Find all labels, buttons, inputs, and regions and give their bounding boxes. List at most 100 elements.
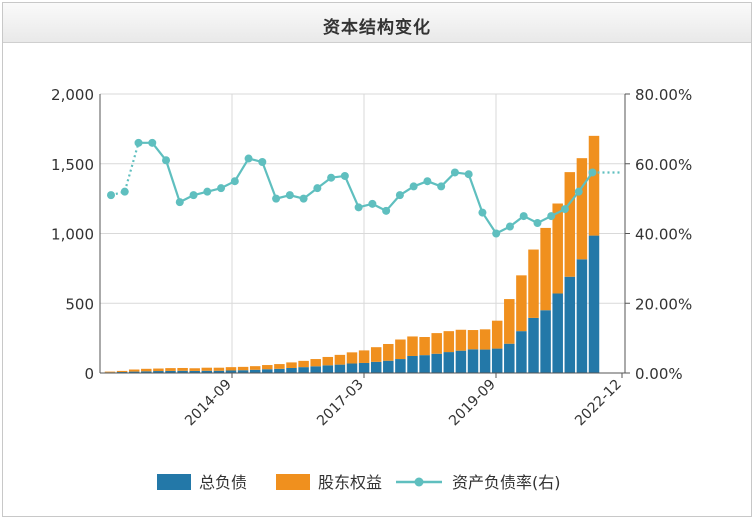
legend-total-liabilities-label: 总负债 [199, 473, 247, 492]
ratio-point [327, 173, 336, 182]
ratio-point [258, 158, 267, 167]
bar-total-liabilities [540, 310, 551, 373]
ratio-point [423, 177, 432, 186]
bar-shareholder-equity [576, 158, 588, 260]
legend-debt-ratio-swatch-dot [414, 477, 424, 487]
ratio-point [107, 191, 115, 200]
bar-shareholder-equity [431, 333, 442, 354]
bar-shareholder-equity [540, 227, 551, 311]
bar-shareholder-equity [286, 362, 297, 368]
y-right-tick-label: 40.00% [635, 226, 692, 244]
bar-total-liabilities [322, 365, 334, 373]
bar-shareholder-equity [491, 320, 503, 349]
bar-shareholder-equity [116, 370, 128, 373]
y-left-tick-label: 1,500 [51, 156, 94, 174]
ratio-point [560, 205, 569, 214]
ratio-point [519, 212, 528, 221]
bar-total-liabilities [189, 370, 200, 373]
legend-shareholder-equity-swatch [276, 474, 310, 490]
bar-total-liabilities [564, 276, 576, 373]
bar-total-liabilities [479, 349, 491, 373]
ratio-point [354, 203, 363, 212]
bar-total-liabilities [237, 370, 249, 373]
bar-total-liabilities [213, 370, 225, 373]
ratio-point [148, 138, 157, 147]
x-tick-label: 2017-03 [314, 377, 367, 430]
bar-shareholder-equity [516, 275, 527, 332]
bar-shareholder-equity [455, 329, 467, 351]
ratio-point [203, 187, 212, 196]
bar-shareholder-equity [383, 343, 394, 361]
bar-total-liabilities [165, 370, 176, 373]
bar-series [104, 135, 600, 373]
ratio-point [244, 154, 253, 163]
bar-shareholder-equity [189, 368, 200, 371]
bar-shareholder-equity [213, 367, 225, 371]
bar-shareholder-equity [504, 299, 515, 344]
y-left-tick-label: 2,000 [51, 86, 94, 104]
ratio-line-series [107, 138, 620, 238]
ratio-point [272, 194, 281, 203]
bar-shareholder-equity [588, 135, 600, 236]
bar-shareholder-equity [128, 369, 140, 372]
ratio-point [368, 199, 377, 208]
bar-shareholder-equity [274, 364, 285, 369]
bar-total-liabilities [201, 370, 213, 373]
ratio-point [574, 187, 583, 196]
bar-shareholder-equity [141, 368, 152, 372]
bar-total-liabilities [177, 370, 188, 373]
bar-shareholder-equity [467, 330, 479, 350]
ratio-point [533, 219, 542, 228]
y-left-tick-label: 0 [84, 365, 94, 383]
ratio-point [492, 229, 501, 238]
y-left-tick-label: 500 [65, 295, 94, 313]
bar-shareholder-equity [479, 329, 491, 350]
bar-total-liabilities [346, 363, 358, 373]
ratio-point [285, 191, 294, 200]
y-right-tick-label: 20.00% [635, 295, 692, 313]
bar-shareholder-equity [310, 359, 321, 367]
bar-total-liabilities [298, 367, 309, 373]
bar-total-liabilities [443, 352, 455, 373]
bar-total-liabilities [516, 331, 527, 373]
bar-total-liabilities [528, 317, 539, 373]
bar-total-liabilities [552, 293, 563, 373]
bar-shareholder-equity [443, 331, 455, 353]
bar-total-liabilities [225, 370, 237, 373]
bar-total-liabilities [249, 369, 261, 373]
bar-shareholder-equity [407, 336, 418, 356]
bar-shareholder-equity [201, 367, 213, 371]
bar-shareholder-equity [104, 371, 116, 373]
bar-total-liabilities [262, 369, 273, 373]
legend[interactable]: 总负债 股东权益 资产负债率(右) [157, 473, 561, 492]
bar-shareholder-equity [395, 339, 406, 360]
ratio-point [230, 177, 239, 186]
bar-total-liabilities [128, 371, 140, 373]
bar-shareholder-equity [177, 367, 188, 371]
x-tick-label: 2014-09 [182, 377, 235, 430]
bar-total-liabilities [274, 368, 285, 373]
y-right-tick-label: 60.00% [635, 156, 692, 174]
bar-total-liabilities [310, 366, 321, 373]
ratio-line-dotted [110, 142, 140, 197]
bar-total-liabilities [504, 343, 515, 373]
legend-total-liabilities-swatch [157, 474, 191, 490]
ratio-point [395, 191, 404, 200]
bar-total-liabilities [407, 355, 418, 373]
y-left-tick-label: 1,000 [51, 226, 94, 244]
bar-shareholder-equity [346, 352, 358, 364]
bar-shareholder-equity [153, 368, 164, 372]
ratio-point [120, 187, 129, 196]
ratio-point [409, 182, 418, 191]
ratio-line [138, 141, 594, 235]
ratio-point [588, 168, 597, 177]
bar-shareholder-equity [564, 172, 576, 277]
legend-debt-ratio-label: 资产负债率(右) [452, 473, 561, 492]
x-tick-label: 2022-12 [572, 377, 625, 430]
ratio-point [134, 138, 143, 147]
bar-total-liabilities [383, 360, 394, 373]
ratio-point [478, 208, 487, 217]
x-tick-label: 2019-09 [446, 377, 499, 430]
bar-total-liabilities [467, 349, 479, 373]
